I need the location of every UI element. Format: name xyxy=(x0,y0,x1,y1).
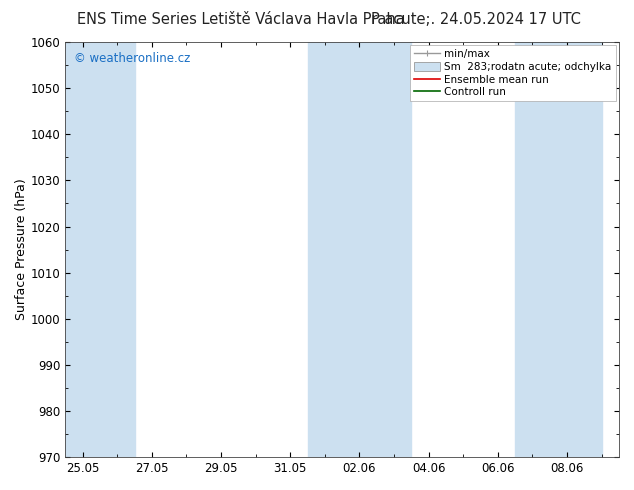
Text: ENS Time Series Letiště Václava Havla Praha: ENS Time Series Letiště Václava Havla Pr… xyxy=(77,12,404,27)
Bar xyxy=(65,42,134,457)
Bar xyxy=(515,42,602,457)
Text: © weatheronline.cz: © weatheronline.cz xyxy=(74,52,190,66)
Bar xyxy=(307,42,411,457)
Y-axis label: Surface Pressure (hPa): Surface Pressure (hPa) xyxy=(15,179,28,320)
Legend: min/max, Sm  283;rodatn acute; odchylka, Ensemble mean run, Controll run: min/max, Sm 283;rodatn acute; odchylka, … xyxy=(410,45,616,101)
Text: P acute;. 24.05.2024 17 UTC: P acute;. 24.05.2024 17 UTC xyxy=(370,12,581,27)
